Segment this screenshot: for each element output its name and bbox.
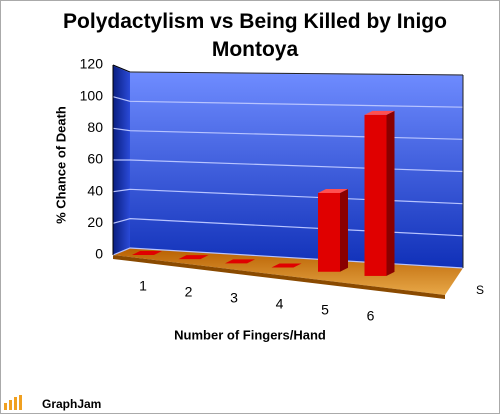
x-tick-label: 1 [139,278,147,294]
bar-side [386,110,395,276]
bar-top [318,188,348,193]
logo-bar [14,397,17,410]
floor [113,248,463,295]
bar-top [364,110,395,115]
y-tick-label: 20 [87,214,103,230]
y-tick-label: 120 [80,56,104,72]
y-tick-label: 80 [87,119,103,135]
x-tick-label: 5 [321,302,329,318]
x-tick-label: 4 [276,296,284,312]
y-tick-label: 60 [87,151,103,167]
y-tick-label: 100 [80,87,104,103]
wall-edge [129,71,464,76]
bar-side [340,188,348,272]
chart-title: Polydactylism vs Being Killed by Inigo M… [63,10,447,61]
y-tick-label: 0 [95,246,103,262]
wall-edge [112,64,131,73]
grid-line [112,96,464,108]
grid-line [112,247,464,269]
logo-bar [19,395,22,410]
grid-line [113,159,464,173]
logo-bar [4,403,7,410]
watermark: GraphJam [42,397,101,411]
bar [364,114,387,276]
y-axis-title: % Chance of Death [53,106,68,224]
bar [225,259,255,264]
bar [132,250,162,255]
grid-line [112,127,464,140]
bar [318,192,340,272]
x-tick-label: 2 [185,284,193,300]
grid-line [112,188,464,205]
bar [178,255,209,260]
floor-edge [113,255,445,299]
x-tick-label: 6 [367,308,375,324]
y-tick-label: 40 [87,182,103,198]
series-label: S [476,283,484,297]
bar [271,263,302,268]
grid-line [112,218,464,237]
logo-bar [9,400,12,410]
x-axis-title: Number of Fingers/Hand [174,327,326,342]
x-tick-label: 3 [230,290,238,306]
